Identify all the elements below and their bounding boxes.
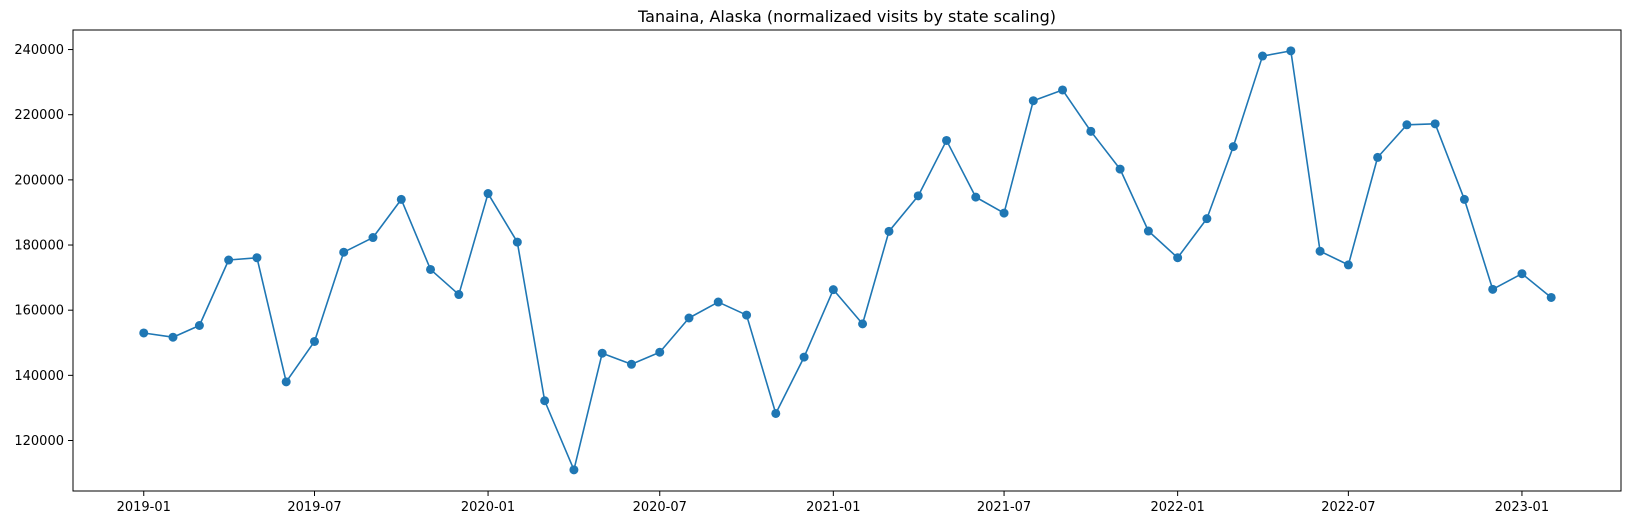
- data-point: [1459, 194, 1469, 204]
- data-point: [942, 135, 952, 145]
- data-point: [1228, 142, 1238, 152]
- x-tick-label: 2021-07: [977, 500, 1031, 515]
- data-point: [252, 253, 262, 263]
- data-point: [168, 332, 178, 342]
- y-tick-label: 140000: [14, 369, 64, 384]
- data-point: [828, 285, 838, 295]
- data-point: [684, 313, 694, 323]
- x-tick-label: 2022-01: [1150, 500, 1204, 515]
- data-point: [1315, 246, 1325, 256]
- data-point: [1058, 85, 1068, 95]
- data-point: [1143, 226, 1153, 236]
- data-point: [713, 297, 723, 307]
- data-point: [1173, 253, 1183, 263]
- data-point: [1373, 152, 1383, 162]
- data-point: [971, 192, 981, 202]
- x-tick-label: 2019-07: [287, 500, 341, 515]
- data-point: [771, 408, 781, 418]
- plot-frame: [72, 29, 1622, 492]
- data-point: [512, 237, 522, 247]
- y-tick-label: 220000: [14, 108, 64, 123]
- data-point: [224, 255, 234, 265]
- data-point: [339, 247, 349, 257]
- data-point: [483, 189, 493, 199]
- x-tick-label: 2023-01: [1495, 500, 1549, 515]
- data-point: [454, 290, 464, 300]
- y-tick-label: 240000: [14, 43, 64, 58]
- data-point: [569, 465, 579, 475]
- y-tick-label: 180000: [14, 239, 64, 254]
- data-point: [999, 208, 1009, 218]
- data-point: [1343, 260, 1353, 270]
- series-line: [143, 50, 1552, 471]
- y-tick-label: 200000: [14, 173, 64, 188]
- data-point: [1202, 214, 1212, 224]
- x-tick-label: 2020-01: [461, 500, 515, 515]
- data-point: [626, 359, 636, 369]
- data-point: [1402, 120, 1412, 130]
- data-point: [540, 396, 550, 406]
- data-point: [281, 377, 291, 387]
- data-point: [1488, 284, 1498, 294]
- x-tick-label: 2020-07: [633, 500, 687, 515]
- data-point: [309, 336, 319, 346]
- data-point: [1258, 51, 1268, 61]
- data-point: [884, 226, 894, 236]
- data-point: [396, 194, 406, 204]
- data-point: [1286, 46, 1296, 56]
- data-point: [1546, 292, 1556, 302]
- data-point: [1430, 119, 1440, 129]
- data-point: [913, 191, 923, 201]
- data-point: [426, 264, 436, 274]
- data-point: [139, 328, 149, 338]
- data-point: [858, 319, 868, 329]
- y-tick-label: 160000: [14, 304, 64, 319]
- data-point: [368, 233, 378, 243]
- data-point: [194, 321, 204, 330]
- x-tick-label: 2022-07: [1321, 500, 1375, 515]
- data-point: [742, 310, 752, 320]
- data-point: [1028, 96, 1038, 106]
- data-point: [655, 347, 665, 357]
- x-tick-label: 2019-01: [117, 500, 171, 515]
- data-point: [1115, 164, 1125, 174]
- y-tick-label: 120000: [14, 434, 64, 449]
- data-point: [597, 348, 607, 358]
- x-tick-label: 2021-01: [806, 500, 860, 515]
- data-point: [1517, 269, 1527, 279]
- chart-title: Tanaina, Alaska (normalizaed visits by s…: [637, 7, 1056, 26]
- data-point: [799, 352, 809, 362]
- data-point: [1086, 126, 1096, 136]
